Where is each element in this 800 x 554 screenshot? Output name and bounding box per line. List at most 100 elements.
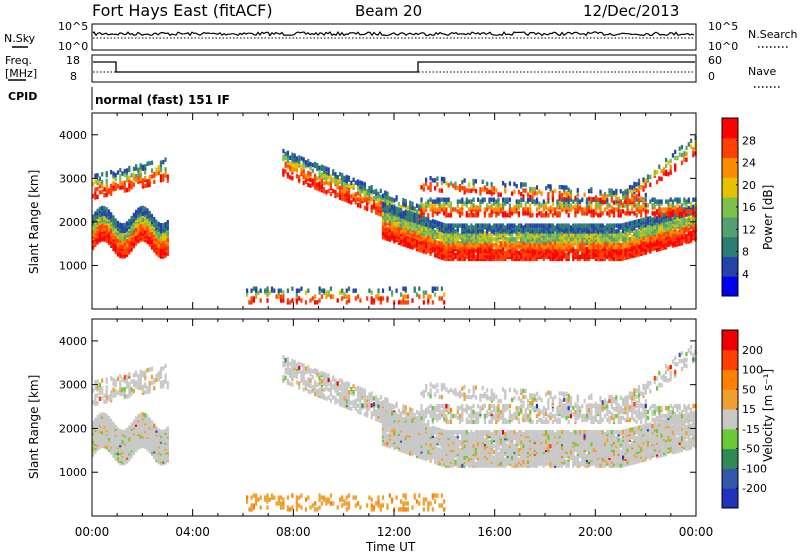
- power-cell: [671, 153, 674, 158]
- power-cell: [425, 201, 428, 206]
- power-cell: [651, 217, 654, 222]
- power-cell: [540, 203, 543, 208]
- power-cell: [456, 231, 459, 236]
- power-cell: [597, 213, 600, 218]
- power-cell: [524, 223, 527, 228]
- power-cell: [395, 206, 398, 211]
- velocity-cell: [107, 415, 111, 421]
- power-cell: [329, 286, 332, 291]
- power-cell: [588, 196, 591, 202]
- power-cell: [357, 191, 360, 196]
- power-cell: [359, 190, 362, 195]
- power-cell: [295, 168, 298, 173]
- power-cell: [569, 193, 573, 198]
- power-cell: [660, 207, 663, 212]
- power-cell: [452, 207, 455, 212]
- power-cell: [427, 221, 430, 226]
- power-cell: [683, 213, 686, 218]
- power-cell: [601, 243, 604, 248]
- velocity-cell: [94, 397, 97, 403]
- power-cell: [502, 211, 505, 216]
- power-cell: [438, 188, 441, 193]
- power-cell: [352, 193, 355, 198]
- velocity-cell: [126, 380, 129, 385]
- power-cell: [130, 173, 133, 178]
- power-cell: [581, 254, 584, 260]
- power-cell: [325, 190, 328, 195]
- power-cell: [463, 248, 466, 254]
- power-cell: [490, 233, 493, 238]
- power-cell: [150, 174, 154, 179]
- power-cell: [665, 169, 668, 175]
- power-cell: [612, 223, 616, 228]
- power-cell: [520, 229, 523, 234]
- power-cell: [483, 213, 486, 218]
- velocity-cell: [123, 390, 126, 396]
- power-cell: [542, 223, 545, 228]
- power-cell: [640, 226, 643, 231]
- power-cell: [624, 222, 627, 227]
- velocity-cell: [137, 414, 140, 419]
- power-cell: [535, 185, 539, 190]
- velocity-cell: [119, 429, 122, 434]
- power-cell: [542, 256, 545, 262]
- power-cell: [336, 298, 339, 303]
- power-cell: [449, 207, 453, 212]
- power-cell: [658, 199, 661, 204]
- power-cell: [406, 294, 409, 299]
- power-cell: [565, 201, 568, 206]
- velocity-cell: [141, 370, 144, 376]
- power-cell: [492, 237, 496, 242]
- power-cell: [567, 233, 570, 238]
- power-cell: [409, 200, 412, 206]
- velocity-cell: [135, 384, 138, 389]
- power-cell: [669, 164, 672, 169]
- power-cell: [284, 155, 287, 161]
- power-cell: [375, 188, 378, 194]
- nave-label: Nave: [748, 65, 776, 78]
- power-cell: [640, 196, 643, 201]
- power-cell: [574, 203, 577, 208]
- power-cell: [282, 168, 285, 173]
- power-cell: [311, 162, 314, 168]
- velocity-cell: [126, 427, 129, 433]
- power-cell: [445, 252, 448, 258]
- power-cell: [522, 182, 525, 187]
- power-cell: [286, 172, 289, 177]
- power-cell: [123, 168, 126, 174]
- power-cell: [538, 227, 541, 232]
- power-cell: [513, 254, 516, 260]
- power-cell: [535, 233, 539, 238]
- power-cell: [685, 206, 688, 211]
- power-cell: [465, 188, 468, 193]
- power-cell: [656, 222, 659, 227]
- power-cell: [474, 188, 477, 194]
- power-cell: [363, 182, 366, 187]
- power-cell: [649, 174, 652, 180]
- velocity-cell: [141, 412, 144, 417]
- power-cell: [524, 237, 527, 242]
- power-cell: [660, 230, 663, 235]
- power-cell: [347, 183, 351, 188]
- power-cell: [101, 205, 104, 211]
- power-cell: [567, 195, 570, 200]
- colorbar-segment: [722, 256, 738, 277]
- power-cell: [352, 177, 355, 182]
- power-cell: [520, 201, 523, 206]
- power-cell: [431, 178, 434, 183]
- power-cell: [155, 171, 158, 176]
- power-cell: [502, 246, 505, 252]
- power-cell: [576, 223, 579, 228]
- power-cell: [468, 235, 471, 240]
- power-cell: [640, 213, 643, 218]
- power-cell: [606, 231, 609, 236]
- station-title: Fort Hays East (fitACF): [92, 1, 273, 20]
- power-cell: [126, 187, 129, 193]
- power-cell: [368, 199, 371, 205]
- power-cell: [425, 181, 428, 186]
- power-cell: [468, 182, 471, 187]
- power-cell: [354, 192, 357, 197]
- power-cell: [166, 178, 169, 183]
- power-cell: [660, 199, 663, 204]
- velocity-cell: [130, 391, 133, 396]
